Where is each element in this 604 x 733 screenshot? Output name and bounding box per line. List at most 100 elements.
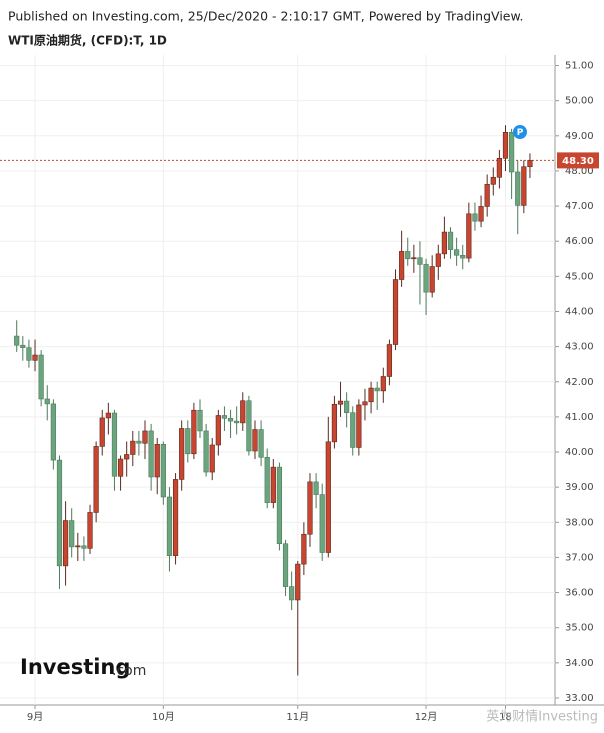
y-tick-label: 33.00 [565, 693, 594, 704]
candle-body [185, 428, 191, 455]
candle-body [69, 520, 75, 548]
candle-body [454, 249, 460, 256]
candle-body [301, 533, 307, 565]
candle-body [295, 563, 301, 601]
candle-body [282, 543, 289, 587]
candle-body [411, 257, 417, 260]
chart-title: WTI原油期货, (CFD):T, 1D [8, 33, 167, 48]
candle-body [344, 400, 350, 413]
candle-body [14, 335, 20, 346]
candle-body [75, 545, 81, 548]
y-tick-label: 39.00 [565, 482, 594, 493]
candle-body [38, 354, 44, 400]
y-tick-label: 46.00 [565, 236, 594, 247]
candle-body [105, 412, 111, 419]
y-tick-label: 41.00 [565, 412, 594, 423]
candle-body [203, 430, 209, 473]
candle-body [32, 354, 38, 361]
x-tick-label: 12月 [415, 711, 438, 723]
y-tick-label: 37.00 [565, 552, 594, 563]
candle-body [325, 441, 331, 553]
candle-body [276, 466, 283, 545]
candle-body [215, 415, 221, 446]
candle-body [20, 344, 26, 348]
candle-body [154, 443, 160, 478]
candle-body [350, 412, 356, 448]
candle-body [197, 409, 203, 432]
candle-body [313, 481, 319, 495]
candle-body [234, 420, 240, 424]
candle-body [270, 466, 276, 503]
y-tick-label: 50.00 [565, 96, 594, 107]
candle-body [319, 494, 325, 553]
candle-body [435, 253, 441, 267]
candle-body [331, 403, 338, 443]
y-tick-label: 35.00 [565, 623, 594, 634]
candle-body [502, 131, 509, 159]
candle-body [160, 443, 166, 498]
candle-body [26, 347, 32, 361]
candle-body [258, 429, 264, 458]
candle-body [484, 183, 490, 207]
candle-body [81, 545, 87, 549]
published-note: Published on Investing.com, 25/Dec/2020 … [8, 9, 524, 24]
candle-body [490, 176, 496, 185]
candle-body [136, 440, 142, 444]
y-tick-label: 42.00 [565, 377, 594, 388]
watermark: 英为财情Investing [486, 710, 598, 725]
candle-body [380, 376, 386, 392]
candle-body [50, 403, 56, 461]
y-tick-label: 44.00 [565, 306, 594, 317]
candle-body [515, 171, 521, 206]
candle-body [472, 213, 478, 222]
candle-body [93, 446, 99, 513]
y-tick-label: 49.00 [565, 131, 594, 142]
y-tick-label: 48.00 [565, 166, 594, 177]
candle-body [56, 459, 63, 567]
y-tick-label: 51.00 [565, 61, 594, 72]
candle-body [44, 398, 50, 405]
candle-body [87, 512, 93, 549]
y-tick-label: 38.00 [565, 517, 594, 528]
candle-body [399, 251, 405, 280]
logo: Investing [20, 655, 130, 679]
candle-body [166, 496, 173, 556]
candle-body [386, 344, 393, 377]
y-tick-label: 45.00 [565, 271, 594, 282]
candle-body [221, 415, 228, 419]
y-tick-label: 34.00 [565, 658, 594, 669]
candle-body [179, 428, 185, 480]
candle-body [252, 429, 258, 452]
candle-body [447, 231, 454, 250]
candle-body [117, 458, 124, 477]
candle-body [264, 456, 270, 503]
candle-body [423, 264, 429, 293]
candle-body [368, 387, 374, 403]
marker-icon [513, 125, 527, 139]
candle-body [124, 454, 130, 460]
candle-body [307, 481, 313, 535]
logo-suffix: .com [112, 663, 146, 679]
y-tick-label: 40.00 [565, 447, 594, 458]
y-tick-label: 36.00 [565, 588, 594, 599]
candle-body [356, 404, 362, 448]
x-tick-label: 18 [499, 712, 512, 723]
candle-body [478, 206, 484, 222]
candle-body [374, 387, 380, 392]
candle-body [417, 257, 423, 265]
candle-body [460, 254, 466, 259]
last-price-box [557, 152, 599, 169]
candle-body [142, 430, 148, 444]
candle-body [509, 131, 515, 173]
candle-body [148, 430, 154, 478]
candle-body [130, 440, 136, 455]
candle-body [191, 409, 197, 455]
candle-body [337, 400, 344, 405]
candle-body [392, 279, 399, 345]
candle-body [466, 213, 472, 259]
x-tick-label: 10月 [152, 711, 175, 723]
y-tick-label: 43.00 [565, 342, 594, 353]
marker-label: P [517, 128, 524, 138]
candle-body [289, 586, 295, 601]
